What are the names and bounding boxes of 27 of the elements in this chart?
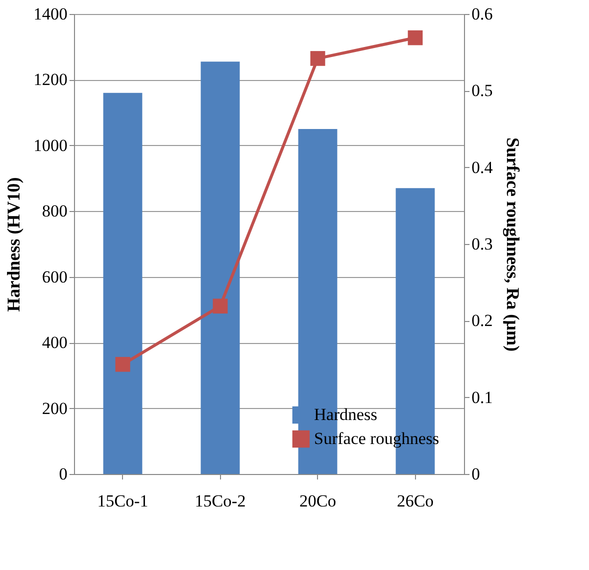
y-tick-label: 200 xyxy=(42,398,68,418)
y-tick-label: 800 xyxy=(42,202,68,221)
y2-axis-title: Surface roughness, Ra (µm) xyxy=(502,137,523,352)
y-tick-label: 1200 xyxy=(34,70,68,90)
bar xyxy=(200,62,240,474)
y-tick-label: 1000 xyxy=(34,136,68,155)
y2-tick-label: 0 xyxy=(472,464,480,484)
point xyxy=(115,356,130,372)
point xyxy=(310,51,326,66)
y-tick-label: 400 xyxy=(42,333,68,352)
y2-tick-label: 0.4 xyxy=(472,158,494,177)
y2-tick-label: 0.5 xyxy=(472,81,493,100)
x-tick-label: 15Co-2 xyxy=(194,492,246,510)
bar xyxy=(103,92,142,474)
y-axis-title: Hardness (HV10) xyxy=(4,177,24,312)
y-tick-label: 0 xyxy=(59,464,68,484)
y2-tick-label: 0.1 xyxy=(472,388,493,407)
y2-tick-label: 0.6 xyxy=(472,4,493,24)
y-tick-label: 1400 xyxy=(34,4,68,24)
y-tick-label: 600 xyxy=(42,267,68,286)
y2-tick-label: 0.3 xyxy=(472,234,493,254)
point xyxy=(408,30,423,46)
x-tick-label: 15Co-1 xyxy=(97,492,148,510)
y2-tick-label: 0.2 xyxy=(472,311,493,330)
x-tick-label: 26Co xyxy=(396,492,434,510)
x-tick-label: 20Co xyxy=(299,492,336,510)
point xyxy=(212,298,228,314)
